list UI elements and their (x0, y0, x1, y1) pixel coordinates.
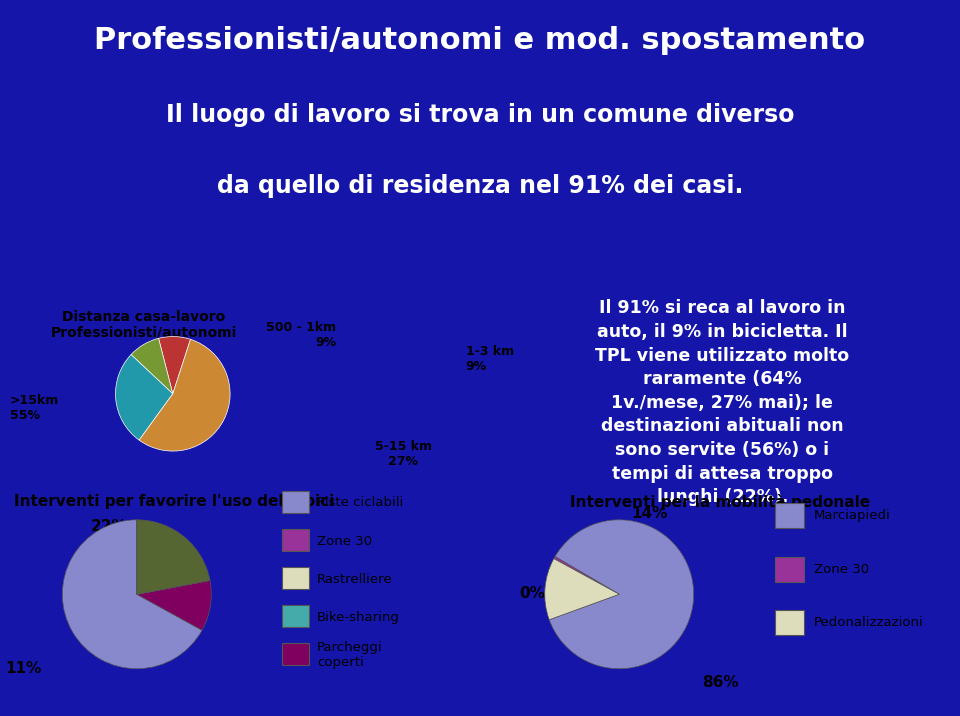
Text: 1-3 km
9%: 1-3 km 9% (466, 345, 514, 374)
Wedge shape (132, 339, 173, 394)
Text: Il luogo di lavoro si trova in un comune diverso: Il luogo di lavoro si trova in un comune… (166, 103, 794, 127)
Text: 22%: 22% (91, 519, 128, 534)
Text: Piste ciclabili: Piste ciclabili (317, 496, 403, 509)
Wedge shape (544, 558, 619, 620)
Wedge shape (137, 581, 210, 594)
Text: Zone 30: Zone 30 (814, 563, 869, 576)
Text: Parcheggi
coperti: Parcheggi coperti (317, 642, 382, 669)
Text: >15km
55%: >15km 55% (10, 394, 59, 422)
Bar (282, 529, 309, 551)
Bar (282, 643, 309, 665)
Text: 67%: 67% (162, 579, 199, 594)
Text: Distanza casa-lavoro
Professionisti/autonomi: Distanza casa-lavoro Professionisti/auto… (51, 309, 237, 340)
Text: Interventi per la mobilità pedonale: Interventi per la mobilità pedonale (570, 493, 870, 510)
Text: 14%: 14% (632, 506, 667, 521)
Text: 5-15 km
27%: 5-15 km 27% (374, 440, 432, 468)
Text: Bike-sharing: Bike-sharing (317, 611, 399, 624)
Bar (282, 491, 309, 513)
Wedge shape (549, 520, 694, 669)
Text: 500 - 1km
9%: 500 - 1km 9% (266, 321, 336, 349)
Wedge shape (137, 581, 211, 630)
Text: Marciapiedi: Marciapiedi (814, 509, 890, 522)
Bar (776, 610, 804, 636)
Bar (282, 567, 309, 589)
Bar (282, 605, 309, 627)
Text: Il 91% si reca al lavoro in
auto, il 9% in bicicletta. Il
TPL viene utilizzato m: Il 91% si reca al lavoro in auto, il 9% … (595, 299, 850, 506)
Text: Professionisti/autonomi e mod. spostamento: Professionisti/autonomi e mod. spostamen… (94, 26, 866, 55)
Wedge shape (139, 339, 230, 451)
Wedge shape (158, 337, 190, 394)
Bar (776, 503, 804, 528)
Text: 0%: 0% (519, 586, 544, 601)
Text: Interventi per favorire l'uso della bici: Interventi per favorire l'uso della bici (14, 493, 335, 508)
Text: Zone 30: Zone 30 (317, 535, 372, 548)
Wedge shape (62, 520, 202, 669)
Wedge shape (115, 354, 173, 440)
Text: Pedonalizzazioni: Pedonalizzazioni (814, 616, 924, 629)
Text: Rastrelliere: Rastrelliere (317, 573, 393, 586)
Wedge shape (554, 556, 619, 594)
Wedge shape (137, 520, 210, 594)
Bar (776, 557, 804, 581)
Text: da quello di residenza nel 91% dei casi.: da quello di residenza nel 91% dei casi. (217, 174, 743, 198)
Text: 86%: 86% (702, 674, 738, 690)
Text: 11%: 11% (6, 662, 42, 677)
